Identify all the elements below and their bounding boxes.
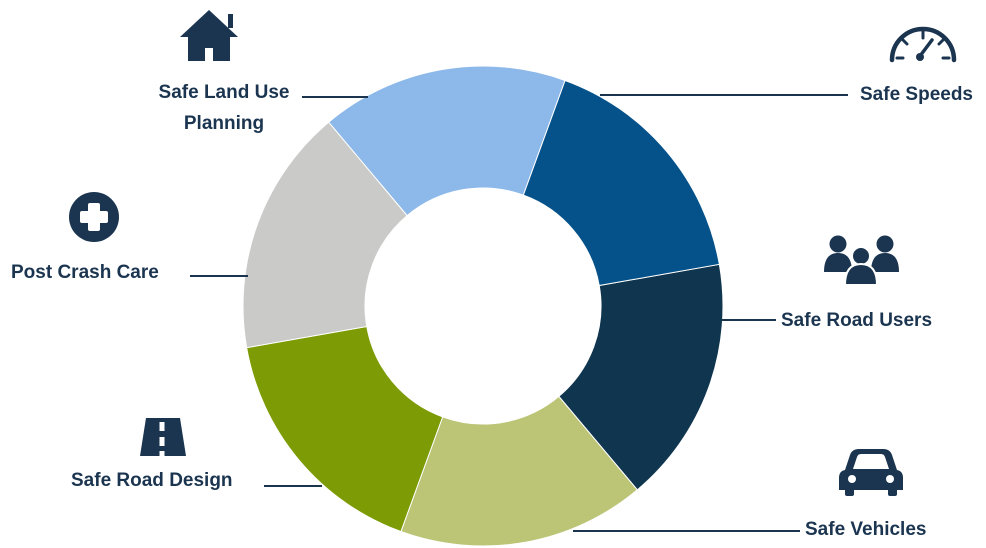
segment-safe-road-users	[400, 395, 638, 547]
label-safe-road-design: Safe Road Design	[71, 465, 233, 496]
label-safe-speeds: Safe Speeds	[860, 79, 973, 110]
label-safe-vehicles: Safe Vehicles	[805, 514, 926, 545]
people-group-icon	[824, 235, 899, 286]
label-post-crash-care: Post Crash Care	[11, 257, 159, 288]
label-line: Planning	[183, 113, 265, 134]
leader-lines	[190, 94, 848, 532]
label-line: Safe Speeds	[860, 84, 973, 105]
medical-cross-icon	[69, 192, 119, 242]
car-icon	[839, 449, 903, 496]
label-line: Safe Land Use	[158, 82, 290, 103]
road-icon	[140, 418, 186, 456]
segment-safe-vehicles	[246, 325, 444, 533]
segment-post-crash-care	[328, 65, 566, 217]
label-safe-road-users: Safe Road Users	[781, 305, 932, 336]
segment-safe-land-use-planning	[522, 79, 720, 287]
segment-safe-speeds	[558, 263, 724, 491]
house-icon	[180, 10, 238, 61]
label-line: Safe Road Users	[781, 310, 933, 331]
label-line: Safe Road Design	[71, 470, 233, 491]
speedometer-icon	[889, 26, 957, 63]
ring-segments	[242, 65, 724, 547]
label-safe-land-use-planning: Safe Land Use Planning	[124, 77, 324, 139]
label-line: Post Crash Care	[11, 262, 159, 283]
label-line: Safe Vehicles	[805, 519, 927, 540]
